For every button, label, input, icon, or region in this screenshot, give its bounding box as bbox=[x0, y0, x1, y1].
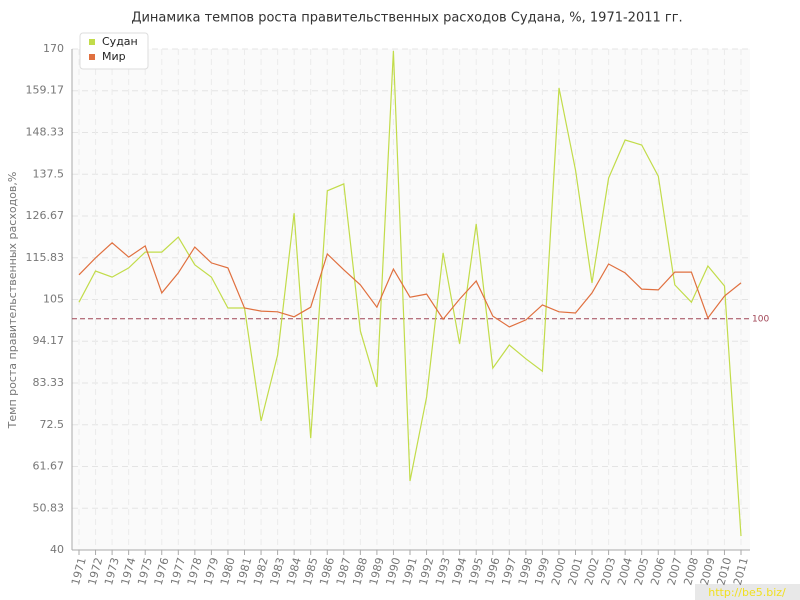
legend-swatch bbox=[89, 54, 95, 60]
legend-swatch bbox=[89, 39, 95, 45]
series-line bbox=[78, 241, 742, 328]
reference-label: 100 bbox=[752, 314, 769, 324]
y-tick-label: 94.17 bbox=[33, 334, 65, 347]
watermark: http://be5.biz/ bbox=[708, 586, 786, 599]
y-tick-label: 50.83 bbox=[33, 501, 65, 514]
y-tick-label: 115.83 bbox=[26, 251, 65, 264]
watermark-bg bbox=[695, 584, 800, 600]
y-tick-label: 61.67 bbox=[33, 459, 65, 472]
legend-label: Мир bbox=[102, 50, 126, 63]
y-tick-label: 148.33 bbox=[26, 126, 65, 139]
legend-box bbox=[79, 32, 149, 70]
y-tick-label: 137.5 bbox=[33, 167, 65, 180]
y-tick-label: 105 bbox=[43, 293, 64, 306]
y-tick-label: 40 bbox=[50, 543, 64, 556]
y-tick-label: 83.33 bbox=[33, 376, 65, 389]
y-tick-label: 159.17 bbox=[26, 84, 65, 97]
y-tick-label: 126.67 bbox=[26, 209, 65, 222]
y-tick-label: 72.5 bbox=[40, 418, 65, 431]
y-tick-label: 170 bbox=[43, 42, 64, 55]
y-axis-label: Темп роста правительственных расходов,% bbox=[6, 172, 19, 430]
legend-label: Судан bbox=[102, 35, 138, 48]
chart-title: Динамика темпов роста правительственных … bbox=[131, 11, 682, 26]
